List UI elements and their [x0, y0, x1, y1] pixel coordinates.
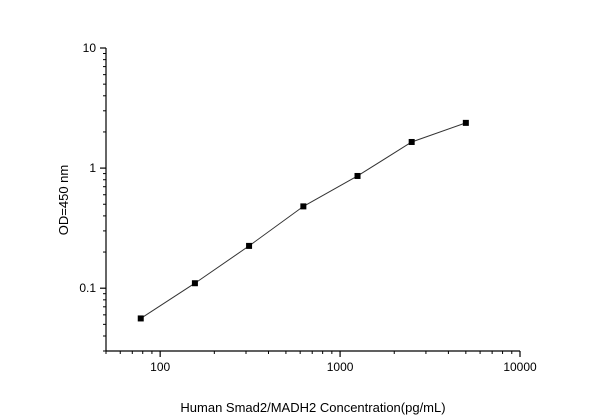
axes — [105, 48, 520, 352]
series — [137, 119, 469, 322]
data-point-marker — [300, 203, 307, 210]
ticks — [100, 47, 521, 357]
data-point-marker — [246, 242, 253, 249]
y-tick-label: 10 — [83, 41, 97, 55]
y-tick-label: 1 — [89, 161, 96, 175]
y-tick-label: 0.1 — [79, 281, 96, 295]
x-tick-label: 1000 — [327, 360, 354, 374]
data-point-marker — [408, 138, 415, 145]
data-point-marker — [137, 315, 144, 322]
data-point-marker — [462, 119, 469, 126]
y-axis-title: OD=450 nm — [56, 165, 71, 235]
x-tick-label: 100 — [150, 360, 170, 374]
data-point-marker — [354, 172, 361, 179]
data-point-marker — [191, 280, 198, 287]
x-axis-title: Human Smad2/MADH2 Concentration(pg/mL) — [180, 400, 445, 415]
x-tick-label: 10000 — [503, 360, 537, 374]
series-line — [140, 122, 467, 319]
tick-labels: 100 1000 10000 0.1 1 10 — [79, 41, 537, 374]
